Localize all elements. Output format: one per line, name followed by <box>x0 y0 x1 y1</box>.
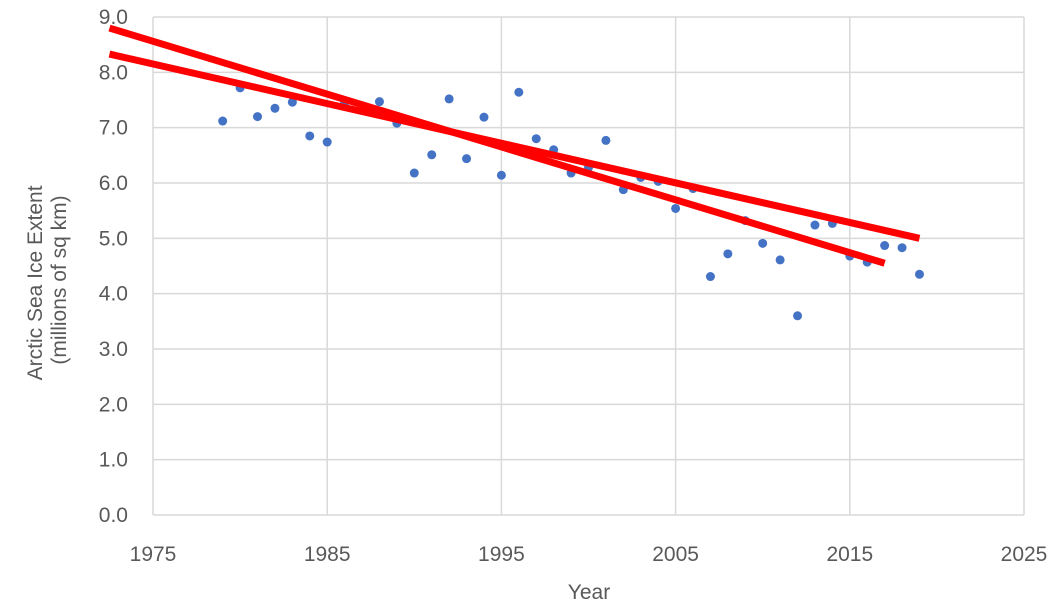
data-point <box>531 134 541 144</box>
x-axis-ticks: 1975 1985 1995 2005 2015 2025 <box>130 543 1048 566</box>
x-axis-title: Year <box>568 581 610 604</box>
data-point <box>444 94 454 104</box>
data-point <box>897 243 907 253</box>
data-point <box>775 255 785 265</box>
data-point <box>671 203 681 213</box>
y-tick-label-6: 6.0 <box>99 172 128 195</box>
y-tick-label-7: 7.0 <box>99 117 128 140</box>
data-point <box>914 269 924 279</box>
grid <box>152 16 1025 516</box>
y-axis-title: Arctic Sea Ice Extent (millions of sq km… <box>24 180 71 381</box>
y-tick-label-9: 9.0 <box>99 6 128 29</box>
data-point <box>427 150 437 160</box>
y-tick-label-1: 1.0 <box>99 449 128 472</box>
data-point <box>793 311 803 321</box>
data-point <box>287 97 297 107</box>
data-point <box>514 87 524 97</box>
trendline-1 <box>108 50 921 242</box>
x-tick-label-2: 1995 <box>478 543 525 566</box>
data-point <box>218 116 228 126</box>
x-tick-label-5: 2025 <box>1001 543 1048 566</box>
x-tick-label-0: 1975 <box>130 543 177 566</box>
y-tick-label-0: 0.0 <box>99 504 128 527</box>
y-tick-label-3: 3.0 <box>99 338 128 361</box>
data-point <box>253 112 263 122</box>
y-tick-label-5: 5.0 <box>99 227 128 250</box>
data-point <box>270 103 280 113</box>
trendline-2 <box>108 24 886 267</box>
data-point <box>601 135 611 145</box>
y-axis-title-line-2: (millions of sq km) <box>48 195 71 364</box>
x-tick-label-1: 1985 <box>304 543 351 566</box>
data-point <box>409 168 419 178</box>
data-point <box>880 241 890 251</box>
data-point <box>374 97 384 107</box>
data-point <box>810 220 820 230</box>
trendlines <box>108 24 921 267</box>
data-point <box>305 131 315 141</box>
data-point <box>479 112 489 122</box>
y-axis-title-line-1: Arctic Sea Ice Extent <box>24 185 47 380</box>
data-point <box>496 170 506 180</box>
data-point <box>723 249 733 259</box>
data-point <box>462 154 472 164</box>
y-axis-ticks: 0.0 1.0 2.0 3.0 4.0 5.0 6.0 7.0 8.0 9.0 <box>99 6 128 527</box>
data-points <box>218 83 924 321</box>
data-point <box>705 272 715 282</box>
y-tick-label-4: 4.0 <box>99 283 128 306</box>
y-tick-label-8: 8.0 <box>99 61 128 84</box>
x-tick-label-3: 2005 <box>652 543 699 566</box>
x-tick-label-4: 2015 <box>826 543 873 566</box>
data-point <box>758 238 768 248</box>
data-point <box>322 137 332 147</box>
y-tick-label-2: 2.0 <box>99 393 128 416</box>
